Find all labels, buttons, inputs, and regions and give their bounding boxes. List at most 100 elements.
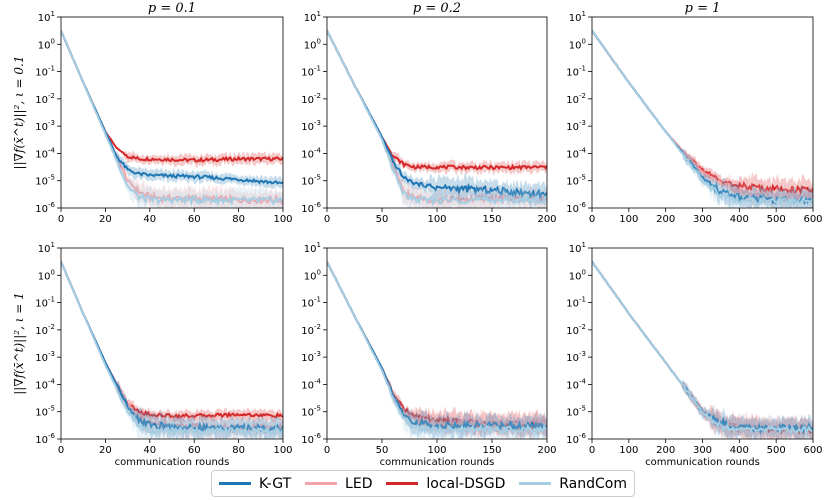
x-tick-label: 0 (589, 445, 595, 456)
y-tick-label: 10-3 (35, 119, 55, 133)
x-tick-label: 200 (656, 445, 675, 456)
series-line-local-dsgd (327, 261, 547, 432)
x-tick-label: 100 (427, 214, 446, 225)
subplot-title: p = 0.1 (148, 1, 196, 16)
subplot-4: 101 100 10-1 10-2 10-3 10-4 10-5 10-60 20 40 60 80 1… (12, 241, 293, 468)
y-tick-label: 10-1 (301, 65, 321, 79)
x-tick-label: 500 (767, 445, 786, 456)
y-tick-label: 10-3 (301, 119, 321, 133)
x-tick-label: 100 (619, 445, 638, 456)
y-tick-label: 10-2 (35, 323, 55, 337)
y-tick-label: 10-2 (566, 323, 586, 337)
y-axis-label: ||∇f(x̄^t)||², ι = 0.1 (12, 56, 26, 170)
y-tick-label: 100 (38, 37, 55, 51)
x-tick-label: 80 (232, 445, 245, 456)
y-tick-label: 100 (38, 268, 55, 282)
series-line-local-dsgd (61, 30, 283, 163)
y-tick-label: 101 (304, 241, 321, 255)
y-tick-label: 10-1 (301, 296, 321, 310)
series-band-k-gt (61, 260, 283, 439)
series-line-k-gt (327, 261, 547, 432)
x-tick-label: 20 (99, 214, 112, 225)
axes-frame (60, 16, 284, 209)
series-line-k-gt (61, 261, 283, 435)
series-line-local-dsgd (327, 30, 547, 171)
legend-item-kgt: K-GT (218, 476, 291, 492)
series-line-randcom (327, 30, 547, 207)
y-tick-label: 10-2 (301, 323, 321, 337)
legend-item-local-dsgd: local-DSGD (386, 476, 505, 492)
y-tick-label: 10-5 (35, 405, 55, 419)
x-tick-label: 200 (656, 214, 675, 225)
y-tick-label: 101 (569, 241, 586, 255)
series-band-local-dsgd (327, 29, 547, 176)
x-tick-label: 40 (143, 214, 156, 225)
x-tick-label: 50 (376, 445, 389, 456)
y-tick-label: 10-5 (35, 174, 55, 188)
subplot-5: 101 100 10-1 10-2 10-3 10-4 10-5 10-60 50 100 150 2… (301, 241, 556, 468)
x-tick-label: 100 (273, 445, 292, 456)
legend-label-led: LED (345, 475, 373, 492)
legend-item-led: LED (305, 476, 372, 492)
series-band-local-dsgd (327, 260, 547, 439)
x-tick-label: 60 (188, 214, 201, 225)
y-tick-label: 10-6 (301, 201, 321, 215)
y-axis-label: ||∇f(x̄^t)||², ι = 1 (12, 292, 26, 394)
y-tick-label: 10-3 (301, 350, 321, 364)
series-line-randcom (592, 261, 813, 436)
subplot-3: 101 100 10-1 10-2 10-3 10-4 10-5 10-60 100 200 300… (566, 1, 822, 225)
y-tick-label: 10-4 (35, 377, 55, 391)
series-band-local-dsgd (592, 260, 813, 439)
legend-swatch-kgt (218, 482, 251, 485)
y-tick-label: 10-4 (566, 377, 586, 391)
x-tick-label: 400 (730, 214, 749, 225)
series-band-local-dsgd (61, 29, 283, 169)
series-line-led (61, 261, 283, 435)
x-tick-label: 0 (589, 214, 595, 225)
axes-frame (326, 247, 548, 440)
axes-frame (60, 247, 284, 440)
legend-swatch-local-dsgd (386, 482, 419, 485)
x-tick-label: 150 (482, 214, 501, 225)
y-tick-label: 10-2 (566, 92, 586, 106)
series-band-randcom (592, 29, 813, 208)
series-line-randcom (61, 30, 283, 207)
x-tick-label: 20 (99, 445, 112, 456)
series-band-randcom (61, 260, 283, 439)
series-line-randcom (327, 261, 547, 436)
y-tick-label: 10-1 (35, 65, 55, 79)
y-tick-label: 10-3 (566, 119, 586, 133)
x-tick-label: 600 (803, 214, 822, 225)
x-tick-label: 40 (143, 445, 156, 456)
series-line-randcom (61, 261, 283, 438)
y-tick-label: 100 (569, 268, 586, 282)
series-line-led (592, 261, 813, 434)
x-axis-label: communication rounds (380, 457, 495, 468)
y-tick-label: 10-1 (566, 65, 586, 79)
y-tick-label: 10-4 (301, 146, 321, 160)
y-tick-label: 10-5 (566, 405, 586, 419)
series-band-led (61, 260, 283, 439)
x-tick-label: 600 (803, 445, 822, 456)
y-tick-label: 10-5 (301, 174, 321, 188)
x-tick-label: 150 (482, 445, 501, 456)
y-tick-label: 10-2 (35, 92, 55, 106)
series-line-led (327, 260, 547, 430)
y-tick-label: 10-4 (35, 146, 55, 160)
y-tick-label: 101 (38, 10, 55, 24)
x-axis-label: communication rounds (645, 457, 760, 468)
y-tick-label: 10-3 (35, 350, 55, 364)
y-tick-label: 101 (569, 10, 586, 24)
y-tick-label: 10-6 (301, 432, 321, 446)
x-axis-label: communication rounds (115, 457, 230, 468)
series-band-led (327, 260, 547, 439)
x-tick-label: 100 (273, 214, 292, 225)
legend: K-GT LED local-DSGD RandCom (211, 470, 635, 497)
x-tick-label: 400 (730, 445, 749, 456)
y-tick-label: 10-6 (566, 432, 586, 446)
series-band-k-gt (327, 260, 547, 439)
subplot-1: 101 100 10-1 10-2 10-3 10-4 10-5 10-60 20 40 60 80 1… (12, 1, 293, 225)
x-tick-label: 500 (767, 214, 786, 225)
x-tick-label: 0 (324, 214, 330, 225)
